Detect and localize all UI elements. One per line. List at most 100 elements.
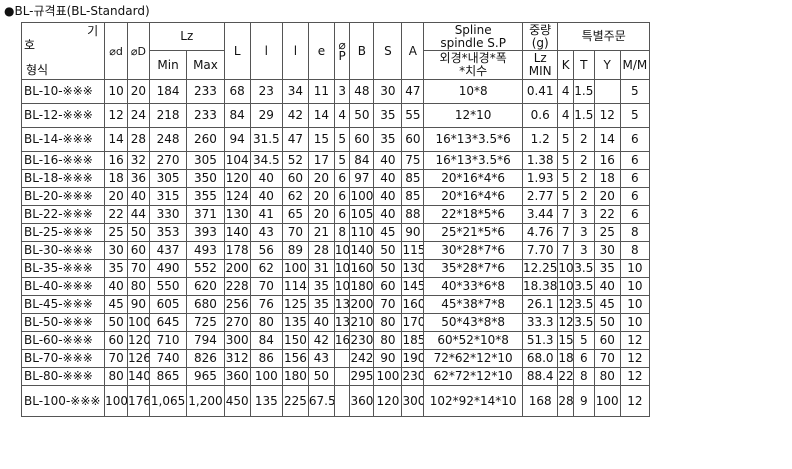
table-cell: 90 (127, 295, 150, 314)
table-cell: 50 (307, 367, 335, 386)
table-cell: 115 (401, 241, 425, 260)
table-row: BL-60-※※※ 60 120 710 794 300 84 150 42 16 230 80 185… (20, 331, 651, 350)
table-cell: 3 (333, 79, 351, 104)
table-cell: 14 (593, 127, 621, 152)
table-cell: 20 (104, 187, 129, 206)
table-cell (333, 367, 351, 386)
table-row: BL-12-※※※ 12 24 218 233 84 29 42 14 4 50 35 55 12*10 0… (20, 103, 651, 128)
table-cell: 15 (307, 127, 335, 152)
table-cell: 114 (281, 277, 309, 296)
table-cell: 60 (593, 331, 621, 350)
table-cell: 5 (619, 79, 651, 104)
table-cell: 3 (572, 205, 595, 224)
table-cell: 295 (349, 367, 375, 386)
MM-header: M/M (619, 50, 651, 80)
table-cell: 1,200 (186, 385, 225, 417)
table-cell: 70 (249, 277, 283, 296)
table-cell: 35 (104, 259, 129, 278)
table-row: BL-30-※※※ 30 60 437 493 178 56 89 28 10 140 50 115 30… (20, 241, 651, 260)
table-cell: 62 (249, 259, 283, 278)
table-row: BL-35-※※※ 35 70 490 552 200 62 100 31 10 160 50 130 3… (20, 259, 651, 278)
table-cell: 40 (104, 277, 129, 296)
table-cell: 68.0 (522, 349, 559, 368)
table-cell: 45 (373, 223, 403, 242)
table-cell: 90 (373, 349, 403, 368)
table-cell: 60 (349, 127, 375, 152)
table-cell: 30 (104, 241, 129, 260)
table-cell: 40 (373, 169, 403, 188)
table-cell: 40 (373, 151, 403, 170)
table-cell: 1.2 (522, 127, 559, 152)
table-cell: 34 (281, 79, 309, 104)
table-cell: 178 (223, 241, 251, 260)
table-cell: 4.76 (522, 223, 559, 242)
table-cell: 160 (401, 295, 425, 314)
table-cell: 26.1 (522, 295, 559, 314)
table-cell: 490 (148, 259, 188, 278)
table-cell: 25 (104, 223, 129, 242)
table-cell: 135 (281, 313, 309, 332)
table-row: BL-16-※※※ 16 32 270 305 104 34.5 52 17 5 84 40 75 16*… (20, 151, 651, 170)
table-cell: 5 (557, 127, 574, 152)
table-cell: 102*92*14*10 (423, 385, 524, 417)
table-cell: 35 (307, 295, 335, 314)
table-cell: 70 (104, 349, 129, 368)
table-cell: 620 (186, 277, 225, 296)
table-cell: 30 (373, 79, 403, 104)
od-header: ⌀d (104, 22, 129, 80)
table-cell: 100 (593, 385, 621, 417)
table-cell: 80 (249, 313, 283, 332)
table-cell: 18 (557, 349, 574, 368)
table-cell: 725 (186, 313, 225, 332)
lz-min-header: Min (148, 50, 188, 80)
table-cell: 3.5 (572, 295, 595, 314)
table-cell: 242 (349, 349, 375, 368)
table-cell: 371 (186, 205, 225, 224)
table-cell: 5 (557, 151, 574, 170)
table-row: BL-40-※※※ 40 80 550 620 228 70 114 35 10 180 60 145 4… (20, 277, 651, 296)
table-cell: 24 (127, 103, 150, 128)
table-cell: 15 (557, 331, 574, 350)
header-row-1: 기 호 형식 ⌀d ⌀D Lz L l l e ⌀ P B S A Spline s… (20, 22, 650, 80)
table-cell: 52 (281, 151, 309, 170)
table-cell: 51.3 (522, 331, 559, 350)
table-cell: 72*62*12*10 (423, 349, 524, 368)
table-cell: 353 (148, 223, 188, 242)
table-cell: 25 (593, 223, 621, 242)
table-cell: 67.5 (307, 385, 335, 417)
model-cell: BL-10-※※※ (20, 79, 106, 104)
table-cell: 32 (127, 151, 150, 170)
table-cell: 35 (373, 103, 403, 128)
K-header: K (557, 50, 574, 80)
table-cell: 42 (307, 331, 335, 350)
table-row: BL-70-※※※ 70 126 740 826 312 86 156 43 242 90 190 72… (20, 349, 651, 368)
model-cell: BL-45-※※※ (20, 295, 106, 314)
table-cell: 176 (127, 385, 150, 417)
table-cell: 40 (373, 205, 403, 224)
S-header: S (373, 22, 403, 80)
table-cell: 29 (249, 103, 283, 128)
table-cell: 305 (186, 151, 225, 170)
table-cell: 20 (307, 205, 335, 224)
table-cell: 437 (148, 241, 188, 260)
table-cell: 140 (223, 223, 251, 242)
table-cell: 124 (223, 187, 251, 206)
table-cell: 14 (104, 127, 129, 152)
table-cell: 130 (223, 205, 251, 224)
table-cell: 2 (572, 169, 595, 188)
spline-header: Spline spindle S.P (423, 22, 524, 51)
table-cell: 35 (373, 127, 403, 152)
table-cell: 48 (349, 79, 375, 104)
table-cell: 1,065 (148, 385, 188, 417)
table-cell: 100 (104, 385, 129, 417)
table-cell: 110 (349, 223, 375, 242)
table-cell: 740 (148, 349, 188, 368)
table-cell: 270 (148, 151, 188, 170)
spline-dimension-header: 외경*내경*폭 *치수 (423, 50, 524, 80)
table-cell: 140 (127, 367, 150, 386)
table-cell: 22 (593, 205, 621, 224)
table-cell: 47 (281, 127, 309, 152)
table-cell: 11 (307, 79, 335, 104)
table-cell: 393 (186, 223, 225, 242)
table-cell: 33.3 (522, 313, 559, 332)
